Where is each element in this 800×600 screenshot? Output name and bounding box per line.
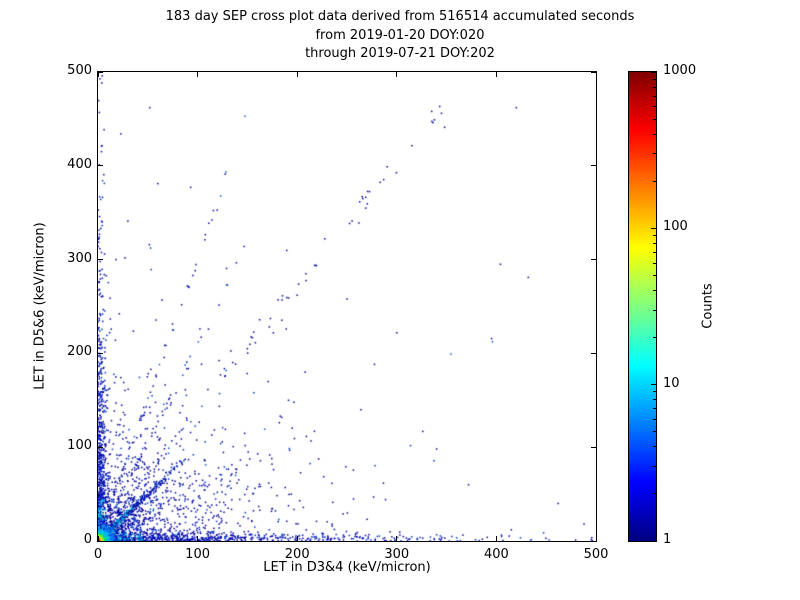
x-tick-mark [97,536,99,541]
colorbar-minor-tick-mark [653,431,656,433]
colorbar-minor-tick-mark [653,86,656,88]
x-tick-mark [197,536,199,541]
scatter-canvas [98,72,596,541]
colorbar-minor-tick-mark [653,234,656,236]
colorbar-minor-tick-mark [653,274,656,276]
y-tick-mark [98,165,103,167]
y-tick-mark [98,446,103,448]
colorbar-minor-tick-mark [653,252,656,254]
colorbar-minor-tick-mark [653,418,656,420]
chart-title-line-3: through 2019-07-21 DOY:202 [305,46,495,61]
x-tick-mark-top [97,72,99,77]
y-tick-mark-right [591,352,596,354]
chart-title: 183 day SEP cross plot data derived from… [0,8,800,64]
colorbar-tick-mark [651,540,656,542]
x-tick-mark [396,536,398,541]
x-tick-label: 400 [483,547,509,562]
y-tick-mark-right [591,259,596,261]
colorbar-minor-tick-mark [653,290,656,292]
y-tick-mark [98,352,103,354]
y-tick-label: 200 [67,344,92,360]
y-tick-mark-right [591,446,596,448]
colorbar [628,71,657,542]
colorbar-minor-tick-mark [653,78,656,80]
colorbar-gradient [629,72,656,541]
y-tick-mark [98,259,103,261]
x-axis-label: LET in D3&4 (keV/micron) [263,560,431,575]
colorbar-tick-mark [651,71,656,73]
x-tick-label: 300 [384,547,410,562]
y-tick-label: 0 [83,532,92,547]
y-tick-label: 100 [67,438,92,454]
colorbar-minor-tick-mark [653,153,656,155]
x-tick-mark [595,536,597,541]
colorbar-tick-label: 1 [663,532,672,547]
y-tick-mark-right [591,165,596,167]
colorbar-minor-tick-mark [653,493,656,495]
y-tick-mark-right [591,540,596,542]
colorbar-minor-tick-mark [653,133,656,135]
y-tick-label: 300 [67,250,92,266]
x-tick-label: 200 [284,547,310,562]
x-tick-mark-top [396,72,398,77]
colorbar-tick-mark [651,227,656,229]
colorbar-minor-tick-mark [653,337,656,339]
x-tick-mark-top [595,72,597,77]
x-tick-label: 500 [583,547,609,562]
colorbar-label: Counts [700,283,716,329]
x-tick-mark-top [296,72,298,77]
colorbar-tick-label: 10 [663,375,680,391]
colorbar-minor-tick-mark [653,399,656,401]
colorbar-tick-mark [651,384,656,386]
x-tick-label: 0 [93,547,103,562]
colorbar-minor-tick-mark [653,95,656,97]
x-tick-mark [296,536,298,541]
colorbar-minor-tick-mark [653,118,656,120]
colorbar-minor-tick-mark [653,309,656,311]
y-tick-label: 400 [67,156,92,172]
colorbar-minor-tick-mark [653,106,656,108]
y-tick-label: 500 [67,63,92,78]
colorbar-minor-tick-mark [653,262,656,264]
y-tick-mark [98,71,103,73]
colorbar-tick-label: 1000 [663,63,697,78]
chart-title-line-2: from 2019-01-20 DOY:020 [315,27,485,43]
y-tick-mark-right [591,71,596,73]
chart-title-line-1: 183 day SEP cross plot data derived from… [165,9,635,24]
x-tick-mark [495,536,497,541]
y-axis-label: LET in D5&6 (keV/micron) [32,222,48,390]
colorbar-minor-tick-mark [653,391,656,393]
colorbar-minor-tick-mark [653,408,656,410]
colorbar-tick-label: 100 [663,219,688,235]
x-tick-mark-top [495,72,497,77]
x-tick-label: 100 [185,547,211,562]
y-tick-mark [98,540,103,542]
x-tick-mark-top [197,72,199,77]
colorbar-minor-tick-mark [653,465,656,467]
colorbar-minor-tick-mark [653,446,656,448]
colorbar-minor-tick-mark [653,180,656,182]
plot-area [97,71,597,542]
colorbar-minor-tick-mark [653,242,656,244]
